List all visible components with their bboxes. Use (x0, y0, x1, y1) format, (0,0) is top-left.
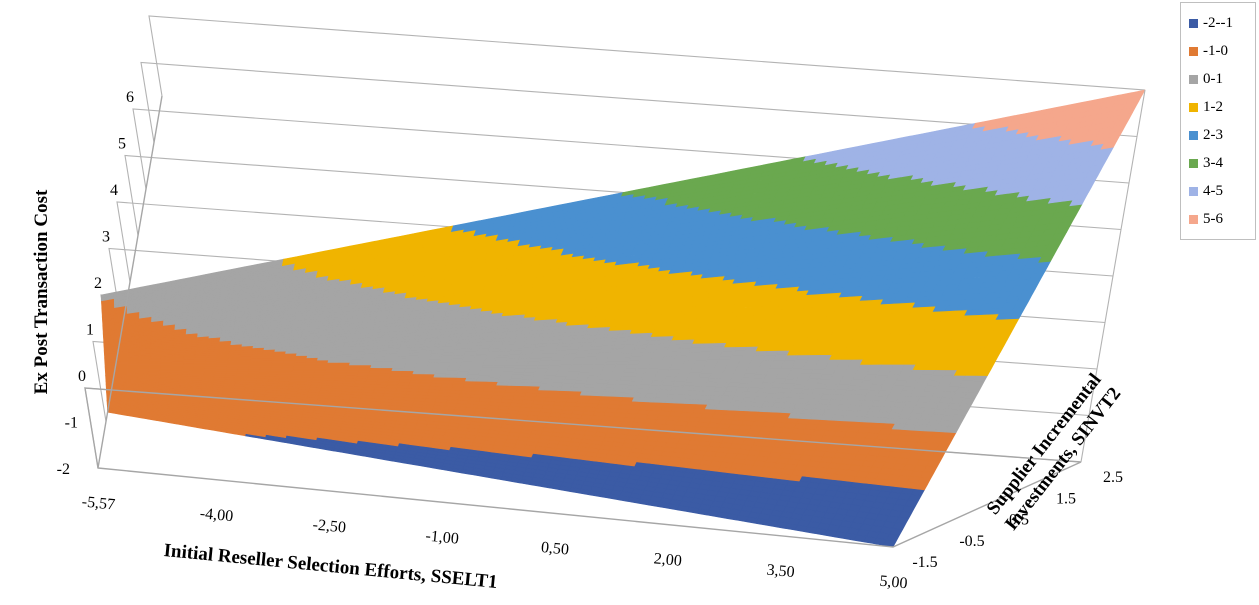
legend: -2--1 -1-0 0-1 1-2 2-3 3-4 4-5 5-6 (1180, 2, 1256, 240)
y-tick-label: -0.5 (959, 533, 984, 550)
legend-swatch (1189, 18, 1198, 28)
z-tick-label: -2 (57, 461, 70, 478)
band-1-2 (281, 225, 1020, 376)
x-tick-labels: -5,57 -4,00 -2,50 -1,00 0,50 2,00 3,50 5,00 (81, 493, 908, 592)
z-axis-title: Ex Post Transaction Cost (31, 189, 52, 394)
legend-swatch (1189, 158, 1198, 168)
legend-label: -1-0 (1203, 42, 1228, 59)
band-5-6 (972, 89, 1146, 150)
x-tick-label: 0,50 (540, 539, 570, 559)
y-tick-label: 1.5 (1056, 490, 1076, 507)
z-tick-label: 6 (126, 89, 134, 106)
z-tick-label: 3 (102, 229, 110, 246)
legend-swatch (1189, 214, 1198, 224)
legend-item: 1-2 (1189, 93, 1255, 121)
x-axis-title: Initial Reseller Selection Efforts, SSEL… (163, 540, 499, 593)
x-tick-label: 2,00 (653, 550, 683, 570)
z-tick-label: 2 (94, 275, 102, 292)
axes (84, 89, 1146, 548)
x-tick-label: 3,50 (766, 562, 796, 582)
back-edge-line (1080, 89, 1146, 463)
legend-item: 5-6 (1189, 205, 1255, 233)
x-tick-label: -4,00 (199, 505, 234, 525)
z-tick-label: 4 (110, 182, 118, 199)
y-tick-label: 2.5 (1103, 469, 1123, 486)
legend-swatch (1189, 46, 1198, 56)
x-tick-label: 5,00 (879, 573, 909, 593)
surface-bands (100, 89, 1146, 548)
legend-item: 2-3 (1189, 121, 1255, 149)
legend-label: 1-2 (1203, 98, 1223, 115)
z-tick-label: -1 (65, 415, 78, 432)
legend-item: 4-5 (1189, 177, 1255, 205)
legend-swatch (1189, 186, 1198, 196)
x-tick-label: -5,57 (81, 493, 116, 513)
z-tick-label: 0 (78, 368, 86, 385)
legend-item: 3-4 (1189, 149, 1255, 177)
y-tick-label: 0.5 (1009, 512, 1029, 529)
gridline (148, 15, 1146, 97)
legend-label: 3-4 (1203, 154, 1223, 171)
z-tick-labels: 6 5 4 3 2 1 0 -1 -2 (57, 89, 134, 478)
legend-label: -2--1 (1203, 14, 1233, 31)
legend-swatch (1189, 130, 1198, 140)
legend-label: 0-1 (1203, 70, 1223, 87)
z-axis-line (97, 95, 163, 469)
legend-swatch (1189, 74, 1198, 84)
x-tick-label: -2,50 (312, 516, 347, 536)
y-tick-labels: -1.5 -0.5 0.5 1.5 2.5 (912, 469, 1123, 571)
legend-label: 5-6 (1203, 210, 1223, 227)
y-tick-label: -1.5 (912, 554, 937, 571)
gridline (140, 61, 1138, 143)
legend-item: -2--1 (1189, 9, 1255, 37)
legend-label: 2-3 (1203, 126, 1223, 143)
z-tick-label: 5 (118, 136, 126, 153)
legend-label: 4-5 (1203, 182, 1223, 199)
legend-swatch (1189, 102, 1198, 112)
legend-item: -1-0 (1189, 37, 1255, 65)
legend-item: 0-1 (1189, 65, 1255, 93)
x-tick-label: -1,00 (425, 528, 460, 548)
z-tick-label: 1 (86, 322, 94, 339)
